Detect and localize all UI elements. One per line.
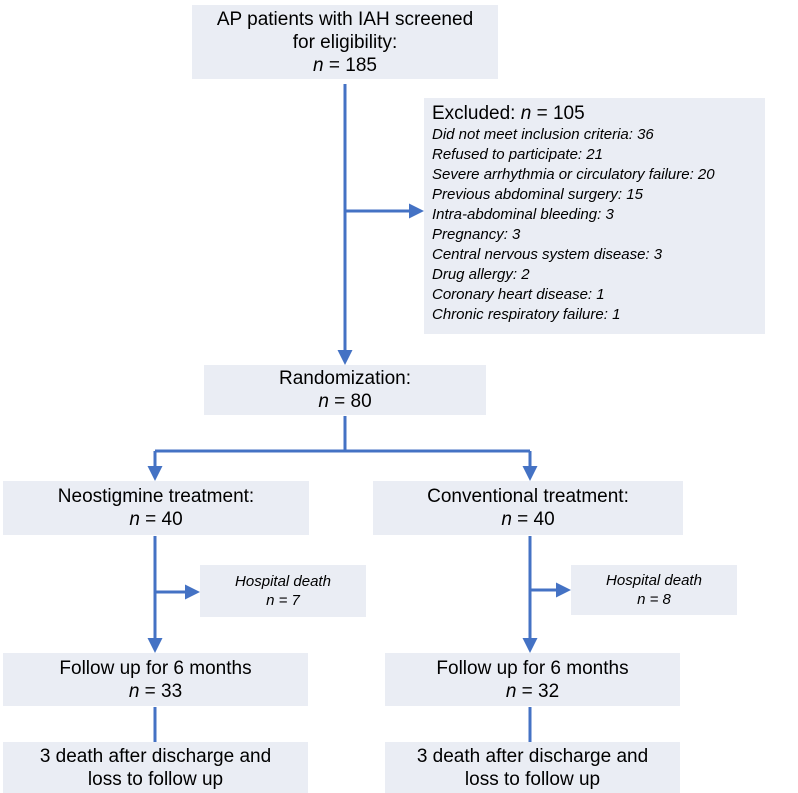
randomization-n-label: n: [318, 391, 329, 412]
conventional-after-discharge-line2: loss to follow up: [464, 768, 601, 790]
conventional-after-discharge-box: 3 death after discharge and loss to foll…: [385, 742, 680, 793]
randomization-box: Randomization: n = 80: [204, 365, 486, 415]
screening-box: AP patients with IAH screened for eligib…: [192, 5, 498, 79]
neostigmine-n-label: n: [129, 509, 140, 530]
conventional-treatment-line1: Conventional treatment:: [427, 486, 629, 507]
conventional-followup-n-label: n: [505, 680, 517, 702]
neostigmine-after-discharge-line1: 3 death after discharge and: [39, 745, 272, 767]
excluded-item: Intra-abdominal bleeding: 3: [432, 206, 614, 223]
neostigmine-followup-n-value: = 33: [144, 680, 183, 702]
screening-line2: for eligibility:: [292, 31, 398, 53]
excluded-item: Pregnancy: 3: [432, 226, 521, 243]
conventional-n-label: n: [501, 509, 512, 530]
neostigmine-treatment-line1: Neostigmine treatment:: [57, 486, 255, 507]
excluded-item: Chronic respiratory failure: 1: [432, 306, 621, 323]
screening-line1: AP patients with IAH screened: [216, 8, 474, 30]
neostigmine-n-value: = 40: [145, 509, 183, 530]
neostigmine-followup-box: Follow up for 6 months n = 33: [3, 653, 308, 706]
neostigmine-after-discharge-box: 3 death after discharge and loss to foll…: [3, 742, 308, 793]
excluded-n-value: = 105: [536, 103, 585, 124]
conventional-hospital-death-box: Hospital death n = 8: [571, 565, 737, 615]
randomization-line1: Randomization:: [278, 368, 412, 389]
neostigmine-hospital-death-line2: n = 7: [266, 592, 300, 609]
conventional-treatment-box: Conventional treatment: n = 40: [373, 481, 683, 535]
neostigmine-treatment-box: Neostigmine treatment: n = 40: [3, 481, 309, 535]
conventional-n-value: = 40: [517, 509, 555, 530]
neostigmine-followup-line1: Follow up for 6 months: [59, 657, 252, 679]
excluded-item: Did not meet inclusion criteria: 36: [432, 126, 654, 143]
neostigmine-hospital-death-line1: Hospital death: [235, 573, 331, 590]
screening-n-label: n: [313, 54, 324, 76]
conventional-after-discharge-line1: 3 death after discharge and: [416, 745, 649, 767]
neostigmine-hospital-death-box: Hospital death n = 7: [200, 565, 366, 617]
conventional-hospital-death-line2: n = 8: [637, 591, 671, 608]
neostigmine-after-discharge-line2: loss to follow up: [87, 768, 224, 790]
conventional-followup-line1: Follow up for 6 months: [436, 657, 629, 679]
excluded-item: Severe arrhythmia or circulatory failure…: [432, 166, 715, 183]
excluded-n-label: n: [520, 103, 532, 124]
neostigmine-followup-n-label: n: [128, 680, 140, 702]
excluded-item: Coronary heart disease: 1: [432, 286, 605, 303]
randomization-n-value: = 80: [334, 391, 372, 412]
excluded-item: Previous abdominal surgery: 15: [432, 186, 643, 203]
excluded-item: Drug allergy: 2: [432, 266, 530, 283]
excluded-item: Refused to participate: 21: [432, 146, 603, 163]
excluded-item: Central nervous system disease: 3: [432, 246, 663, 263]
excluded-box: Excluded: n = 105 Did not meet inclusion…: [424, 98, 765, 334]
screening-n-value: = 185: [328, 54, 377, 76]
conventional-hospital-death-line1: Hospital death: [606, 572, 702, 589]
conventional-followup-n-value: = 32: [521, 680, 560, 702]
excluded-title: Excluded:: [432, 103, 521, 124]
conventional-followup-box: Follow up for 6 months n = 32: [385, 653, 680, 706]
